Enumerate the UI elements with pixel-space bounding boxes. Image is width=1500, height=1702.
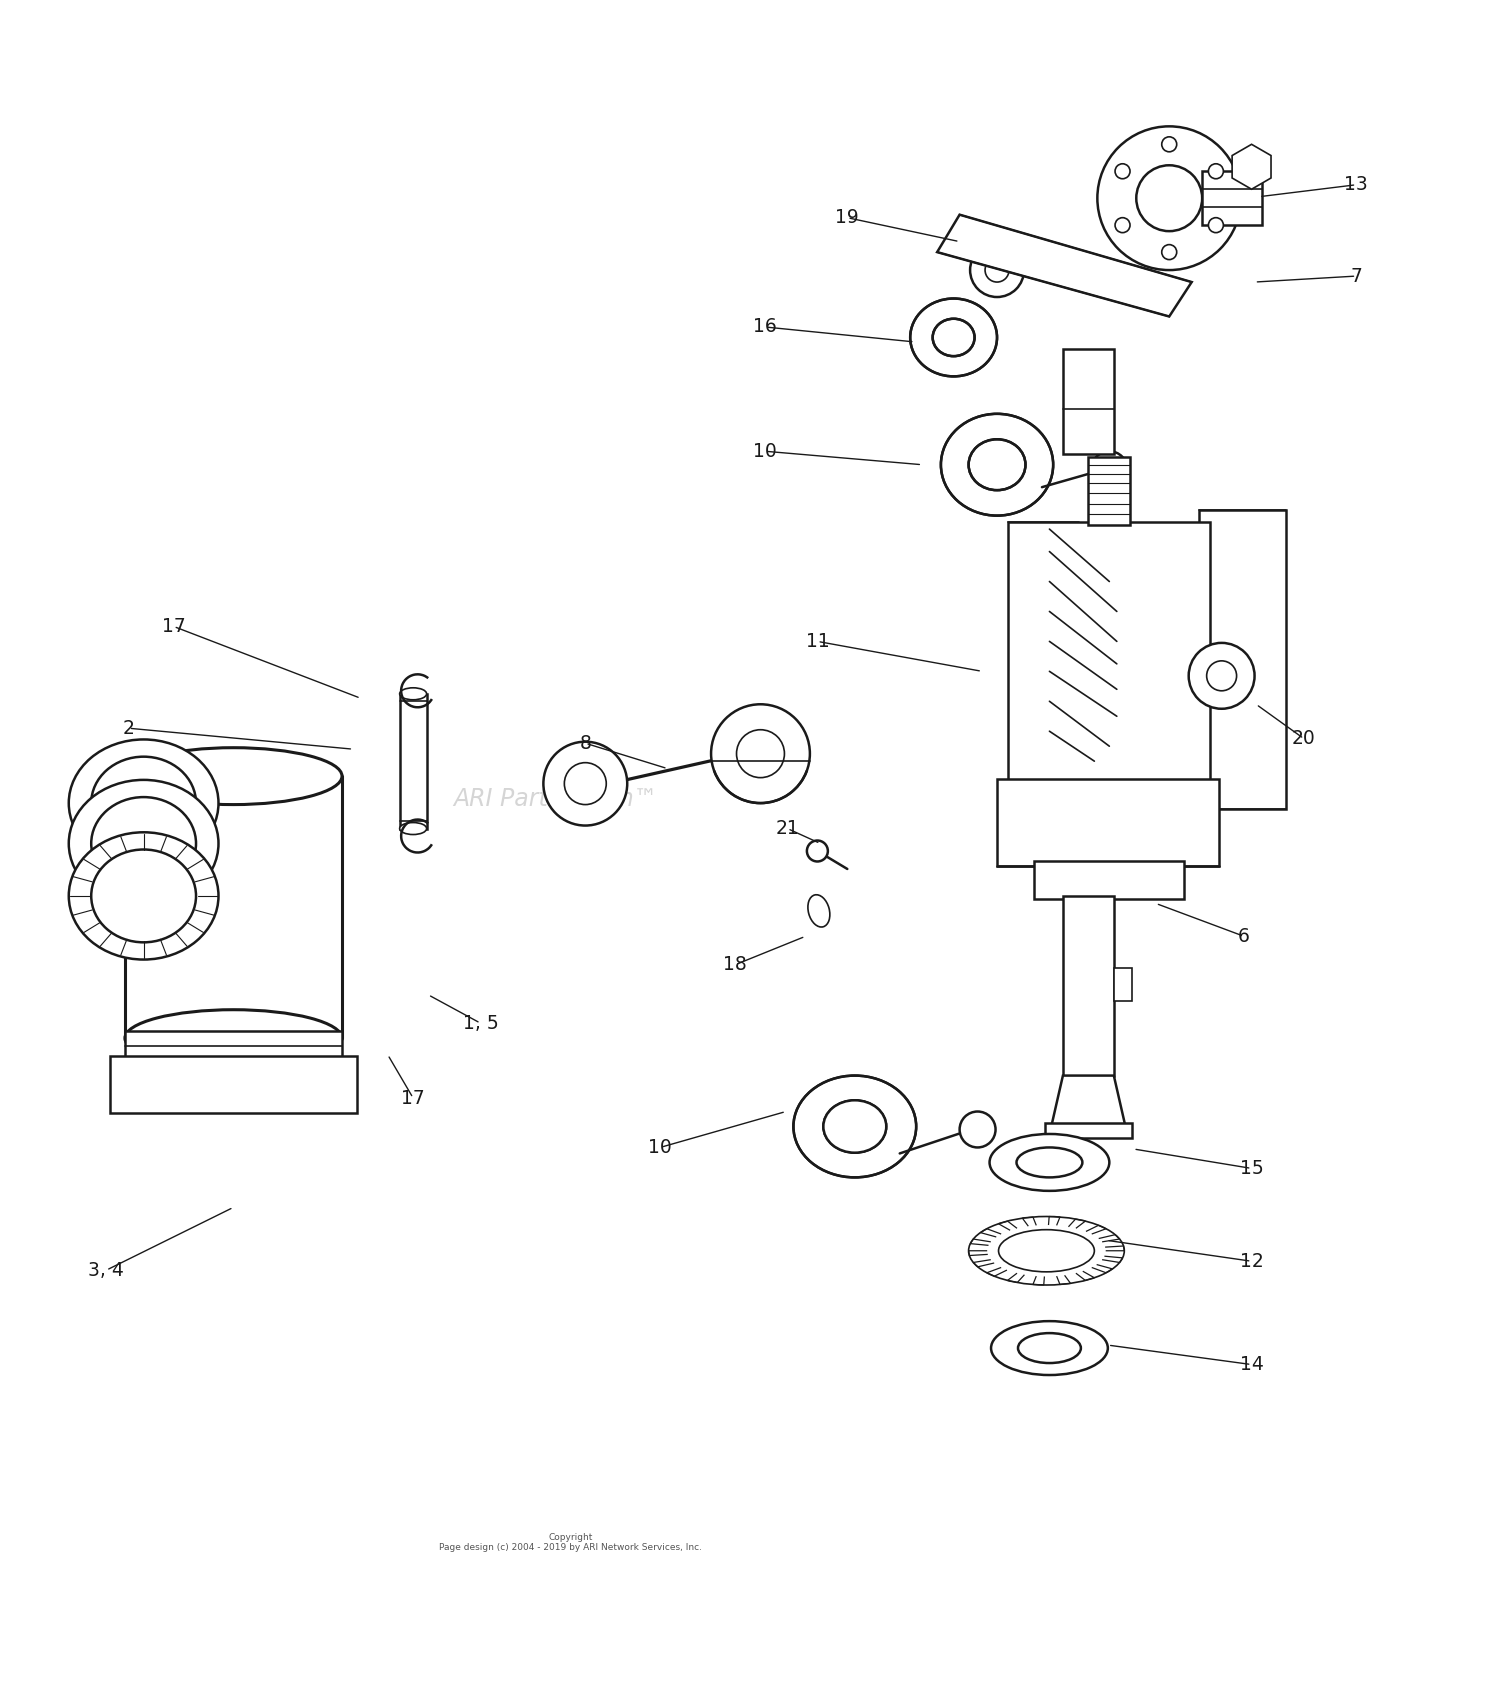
Ellipse shape — [399, 688, 426, 700]
Circle shape — [960, 1111, 996, 1147]
Text: 7: 7 — [1350, 267, 1362, 286]
Circle shape — [1206, 660, 1236, 691]
Text: 16: 16 — [753, 318, 777, 337]
Text: 17: 17 — [162, 616, 186, 637]
Text: 17: 17 — [402, 1089, 424, 1108]
Ellipse shape — [999, 1229, 1095, 1271]
Ellipse shape — [969, 1217, 1125, 1285]
Text: 10: 10 — [753, 443, 777, 461]
Ellipse shape — [99, 846, 136, 945]
Ellipse shape — [92, 849, 196, 943]
Ellipse shape — [969, 439, 1026, 490]
Text: 12: 12 — [1239, 1251, 1263, 1271]
Circle shape — [1114, 163, 1130, 179]
Ellipse shape — [969, 439, 1026, 490]
Bar — [110, 1057, 357, 1113]
Ellipse shape — [69, 780, 219, 907]
Ellipse shape — [910, 298, 998, 376]
Ellipse shape — [92, 757, 196, 849]
Circle shape — [986, 259, 1010, 283]
Circle shape — [736, 730, 784, 778]
Circle shape — [807, 841, 828, 861]
Circle shape — [1098, 126, 1240, 271]
Ellipse shape — [124, 747, 342, 805]
Bar — [1202, 172, 1262, 225]
Text: 6: 6 — [1238, 928, 1250, 946]
Ellipse shape — [106, 858, 129, 933]
Ellipse shape — [106, 766, 129, 841]
Text: 21: 21 — [776, 819, 800, 837]
Text: 3, 4: 3, 4 — [88, 1261, 125, 1280]
Ellipse shape — [921, 308, 986, 368]
Circle shape — [1137, 165, 1202, 231]
Circle shape — [1161, 245, 1176, 260]
Text: 18: 18 — [723, 955, 747, 974]
Text: Copyright
Page design (c) 2004 - 2019 by ARI Network Services, Inc.: Copyright Page design (c) 2004 - 2019 by… — [440, 1534, 702, 1552]
Ellipse shape — [824, 1099, 886, 1152]
Ellipse shape — [99, 795, 136, 894]
Circle shape — [1188, 643, 1254, 708]
Circle shape — [1209, 163, 1224, 179]
Text: 19: 19 — [836, 208, 860, 226]
Bar — [1035, 861, 1184, 899]
Ellipse shape — [69, 739, 219, 866]
Ellipse shape — [954, 426, 1041, 504]
Ellipse shape — [824, 1099, 886, 1152]
Text: 20: 20 — [1292, 728, 1316, 749]
Text: 14: 14 — [1239, 1355, 1263, 1374]
Circle shape — [564, 762, 606, 805]
Bar — [1008, 521, 1209, 783]
Bar — [998, 780, 1218, 866]
Bar — [1046, 1123, 1132, 1139]
Bar — [399, 694, 426, 829]
Text: 2: 2 — [123, 718, 135, 737]
Text: 10: 10 — [648, 1139, 672, 1157]
Ellipse shape — [992, 1321, 1108, 1375]
Bar — [1089, 458, 1131, 524]
Ellipse shape — [808, 1088, 901, 1166]
Ellipse shape — [1017, 1147, 1083, 1178]
Ellipse shape — [933, 318, 975, 356]
Ellipse shape — [1019, 1333, 1082, 1363]
Bar — [124, 1031, 342, 1060]
Ellipse shape — [794, 1076, 916, 1178]
Circle shape — [543, 742, 627, 825]
Polygon shape — [1232, 145, 1270, 189]
Circle shape — [1209, 218, 1224, 233]
Polygon shape — [938, 214, 1191, 317]
Ellipse shape — [124, 1009, 342, 1067]
Circle shape — [970, 243, 1024, 298]
Ellipse shape — [940, 414, 1053, 516]
Text: ARI PartStream™: ARI PartStream™ — [453, 786, 657, 810]
Bar — [1114, 968, 1132, 1001]
Text: 13: 13 — [1344, 175, 1368, 194]
Bar — [1064, 349, 1114, 454]
Text: 8: 8 — [579, 734, 591, 752]
Text: 11: 11 — [806, 631, 830, 650]
Ellipse shape — [106, 807, 129, 882]
Text: 1, 5: 1, 5 — [462, 1014, 498, 1033]
Text: 15: 15 — [1239, 1159, 1263, 1178]
Polygon shape — [1052, 1076, 1126, 1128]
Ellipse shape — [99, 754, 136, 853]
Ellipse shape — [808, 895, 830, 928]
Bar — [1064, 895, 1114, 1076]
Ellipse shape — [990, 1134, 1110, 1191]
Circle shape — [1114, 218, 1130, 233]
Bar — [1198, 509, 1286, 808]
Ellipse shape — [69, 832, 219, 960]
Circle shape — [1161, 136, 1176, 151]
Ellipse shape — [92, 797, 196, 890]
Ellipse shape — [399, 822, 426, 834]
Circle shape — [711, 705, 810, 803]
Circle shape — [1092, 451, 1128, 487]
